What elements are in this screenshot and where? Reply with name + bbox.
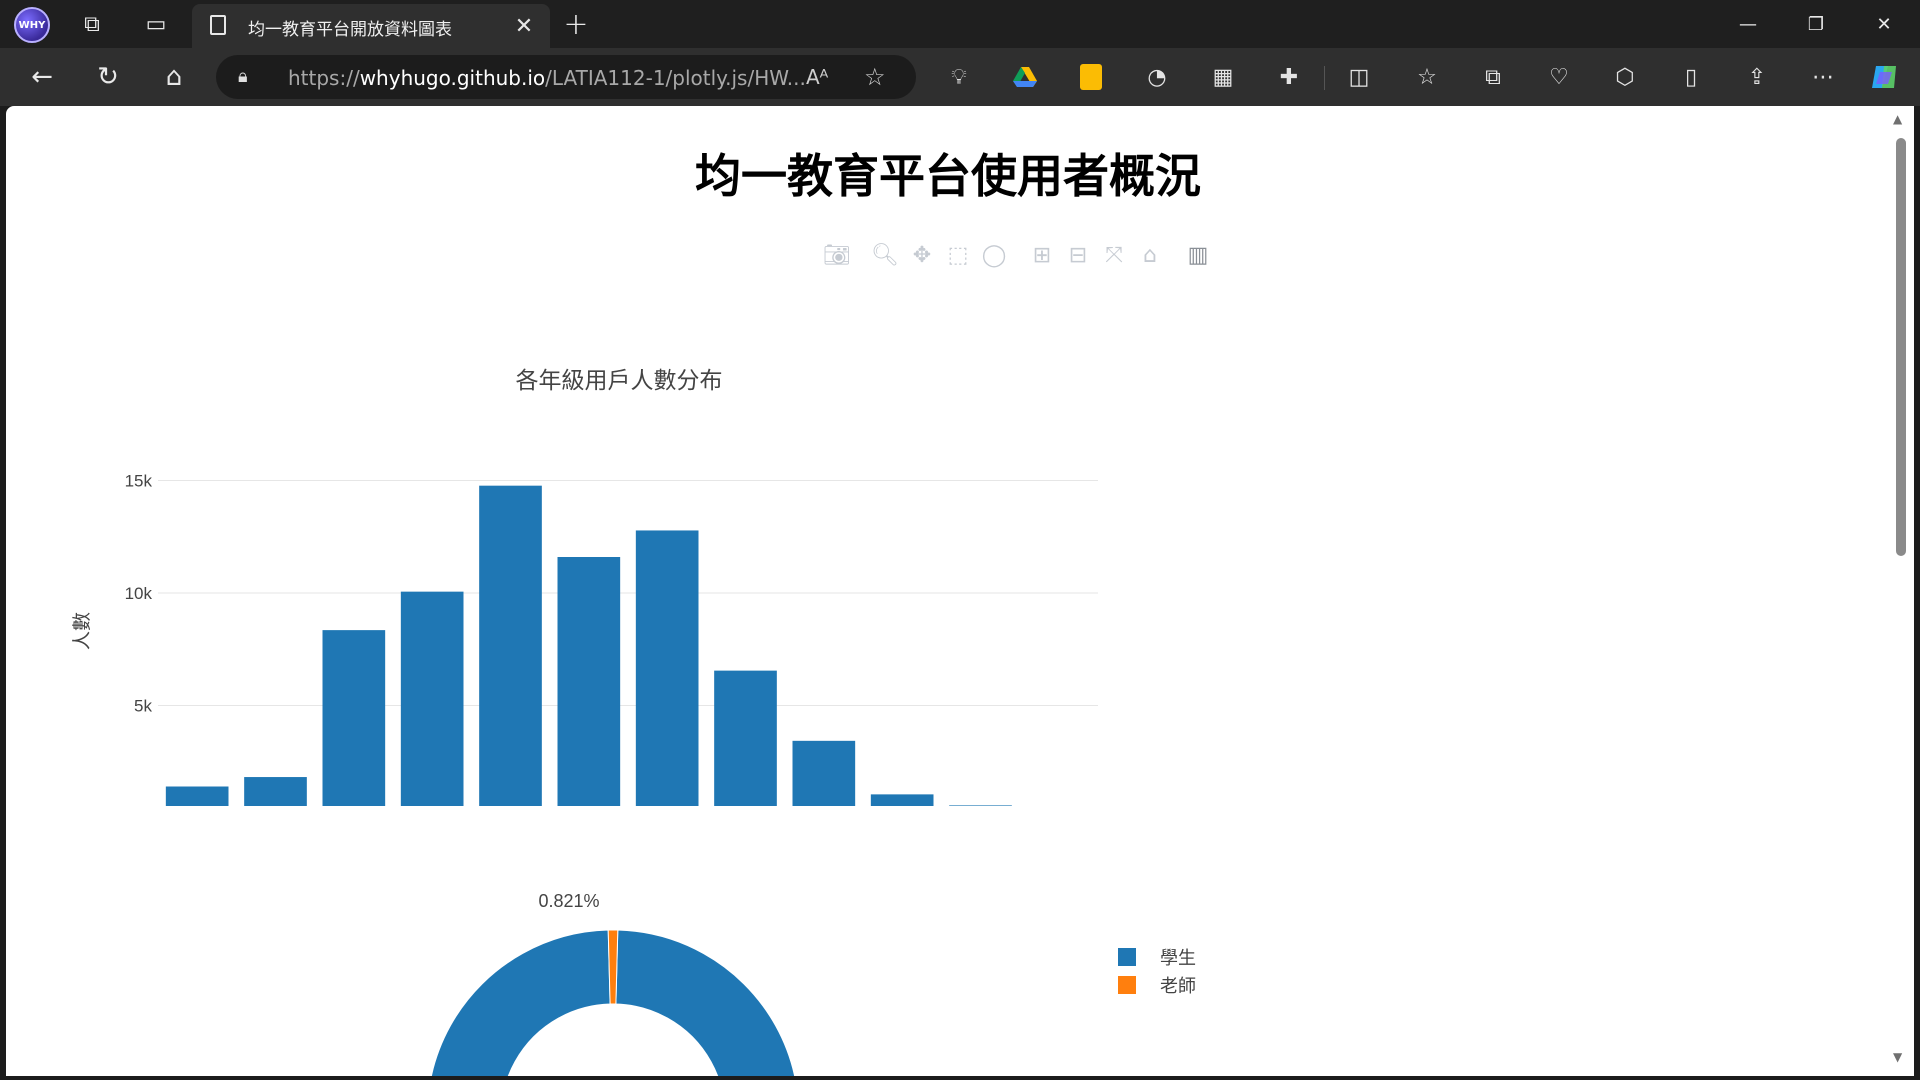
box-select-icon[interactable]: ⬚ [947, 242, 969, 268]
active-tab[interactable]: 均一教育平台開放資料圖表 ✕ [192, 4, 550, 48]
scroll-up-arrow-icon[interactable]: ▲ [1893, 112, 1903, 126]
y-tick-label: 15k [125, 472, 153, 491]
browser-title-bar: WHY ⧉ ▭ 均一教育平台開放資料圖表 ✕ + — ❐ ✕ [0, 0, 1920, 48]
url-text[interactable]: https://whyhugo.github.io/LATIA112-1/plo… [288, 66, 806, 90]
y-axis-title: 人數 [71, 612, 93, 650]
qr-code-icon[interactable]: ▦ [1212, 64, 1234, 90]
bar[interactable] [479, 485, 542, 806]
y-tick-label: 10k [125, 584, 153, 603]
tab-title: 均一教育平台開放資料圖表 [248, 20, 452, 40]
bar[interactable] [714, 670, 777, 806]
restore-button[interactable]: ❐ [1807, 13, 1825, 35]
browser-essentials-icon[interactable]: ♡ [1549, 64, 1569, 90]
reset-axes-icon[interactable]: ⌂ [1143, 242, 1157, 268]
tab-actions-icon[interactable]: ▭ [145, 11, 167, 37]
lasso-select-icon[interactable]: ◯ [981, 242, 1007, 268]
share-icon[interactable]: ⇪ [1747, 64, 1767, 90]
zoom-out-icon[interactable]: ⊟ [1068, 242, 1088, 268]
collections-icon[interactable]: ⧉ [1485, 64, 1501, 90]
workspaces-icon[interactable]: ⧉ [84, 11, 100, 37]
legend-label-students: 學生 [1160, 948, 1196, 969]
refresh-button[interactable]: ↻ [97, 62, 119, 92]
extensions-icon[interactable]: ✚ [1279, 64, 1299, 90]
legend-swatch-students [1118, 948, 1136, 966]
zoom-in-icon[interactable]: ⊞ [1032, 242, 1052, 268]
legend-label-teachers: 老師 [1160, 976, 1196, 997]
pan-icon[interactable]: ✥ [912, 242, 932, 268]
donut-chart: 0.821% [427, 891, 799, 1076]
bulb-extension-icon[interactable]: 💡︎ [951, 64, 967, 90]
more-menu-icon[interactable]: ⋯ [1812, 64, 1834, 90]
bar[interactable] [322, 630, 386, 806]
performance-icon[interactable]: ⬡ [1615, 64, 1635, 90]
read-aloud-icon[interactable]: Aᴬ [806, 65, 829, 89]
scrollbar-thumb[interactable] [1896, 138, 1906, 556]
profile-avatar[interactable]: WHY [14, 7, 50, 43]
new-tab-button[interactable]: + [563, 6, 589, 42]
camera-icon[interactable]: 📷︎ [823, 242, 851, 268]
minimize-button[interactable]: — [1739, 13, 1757, 35]
back-button[interactable]: ← [31, 62, 53, 92]
page-title: 均一教育平台使用者概況 [695, 149, 1201, 203]
page-viewport: 均一教育平台使用者概況 📷︎ 🔍︎ ✥ ⬚ ◯ ⊞ ⊟ ⤧ ⌂ ▥ 各年級用戶人… [6, 106, 1886, 1076]
bar[interactable] [165, 786, 229, 807]
page-document-icon [210, 15, 226, 35]
slice-percent-label: 0.821% [538, 891, 599, 911]
scroll-down-arrow-icon[interactable]: ▼ [1893, 1050, 1903, 1064]
y-tick-label: 5k [134, 697, 152, 716]
chart-title: 各年級用戶人數分布 [516, 367, 723, 393]
bars [165, 485, 1012, 807]
gridlines [158, 480, 1098, 706]
donut-slice-teachers[interactable] [607, 929, 619, 1005]
bar[interactable] [635, 530, 699, 806]
speedometer-icon[interactable]: ◔ [1147, 64, 1167, 90]
split-screen-icon[interactable]: ◫ [1348, 64, 1370, 90]
bar[interactable] [949, 805, 1012, 806]
plotly-logo-icon[interactable]: ▥ [1187, 242, 1209, 268]
toolbar-divider [1324, 66, 1325, 90]
bar[interactable] [870, 794, 934, 806]
lock-icon[interactable]: 🔒︎ [238, 66, 248, 87]
donut-slice-students[interactable] [427, 929, 799, 1076]
favorite-star-icon[interactable]: ☆ [864, 63, 886, 91]
copilot-icon[interactable] [1868, 60, 1902, 94]
keep-notes-icon[interactable] [1074, 60, 1108, 94]
home-button[interactable]: ⌂ [165, 62, 183, 92]
bar[interactable] [557, 557, 621, 806]
autoscale-icon[interactable]: ⤧ [1105, 242, 1123, 268]
address-bar[interactable]: 🔒︎ https://whyhugo.github.io/LATIA112-1/… [216, 55, 916, 99]
tab-close-icon[interactable]: ✕ [514, 13, 534, 39]
sidebar-toggle-icon[interactable]: ▯ [1684, 64, 1698, 90]
profile-label: WHY [18, 19, 46, 31]
donut-slices [427, 929, 799, 1076]
close-window-button[interactable]: ✕ [1876, 13, 1892, 35]
favorites-icon[interactable]: ☆ [1417, 64, 1437, 90]
bar[interactable] [792, 740, 856, 806]
legend-swatch-teachers [1118, 976, 1136, 994]
google-drive-icon[interactable] [1008, 60, 1042, 94]
bar[interactable] [400, 591, 464, 806]
browser-toolbar: ← ↻ ⌂ 🔒︎ https://whyhugo.github.io/LATIA… [0, 48, 1920, 106]
bar-chart: 各年級用戶人數分布 05k10k15k 1 年級2 年級3 年級4 年級5 年級… [71, 367, 1098, 807]
zoom-icon[interactable]: 🔍︎ [871, 242, 899, 268]
y-tick-labels: 05k10k15k [125, 472, 153, 716]
bar[interactable] [244, 777, 307, 806]
